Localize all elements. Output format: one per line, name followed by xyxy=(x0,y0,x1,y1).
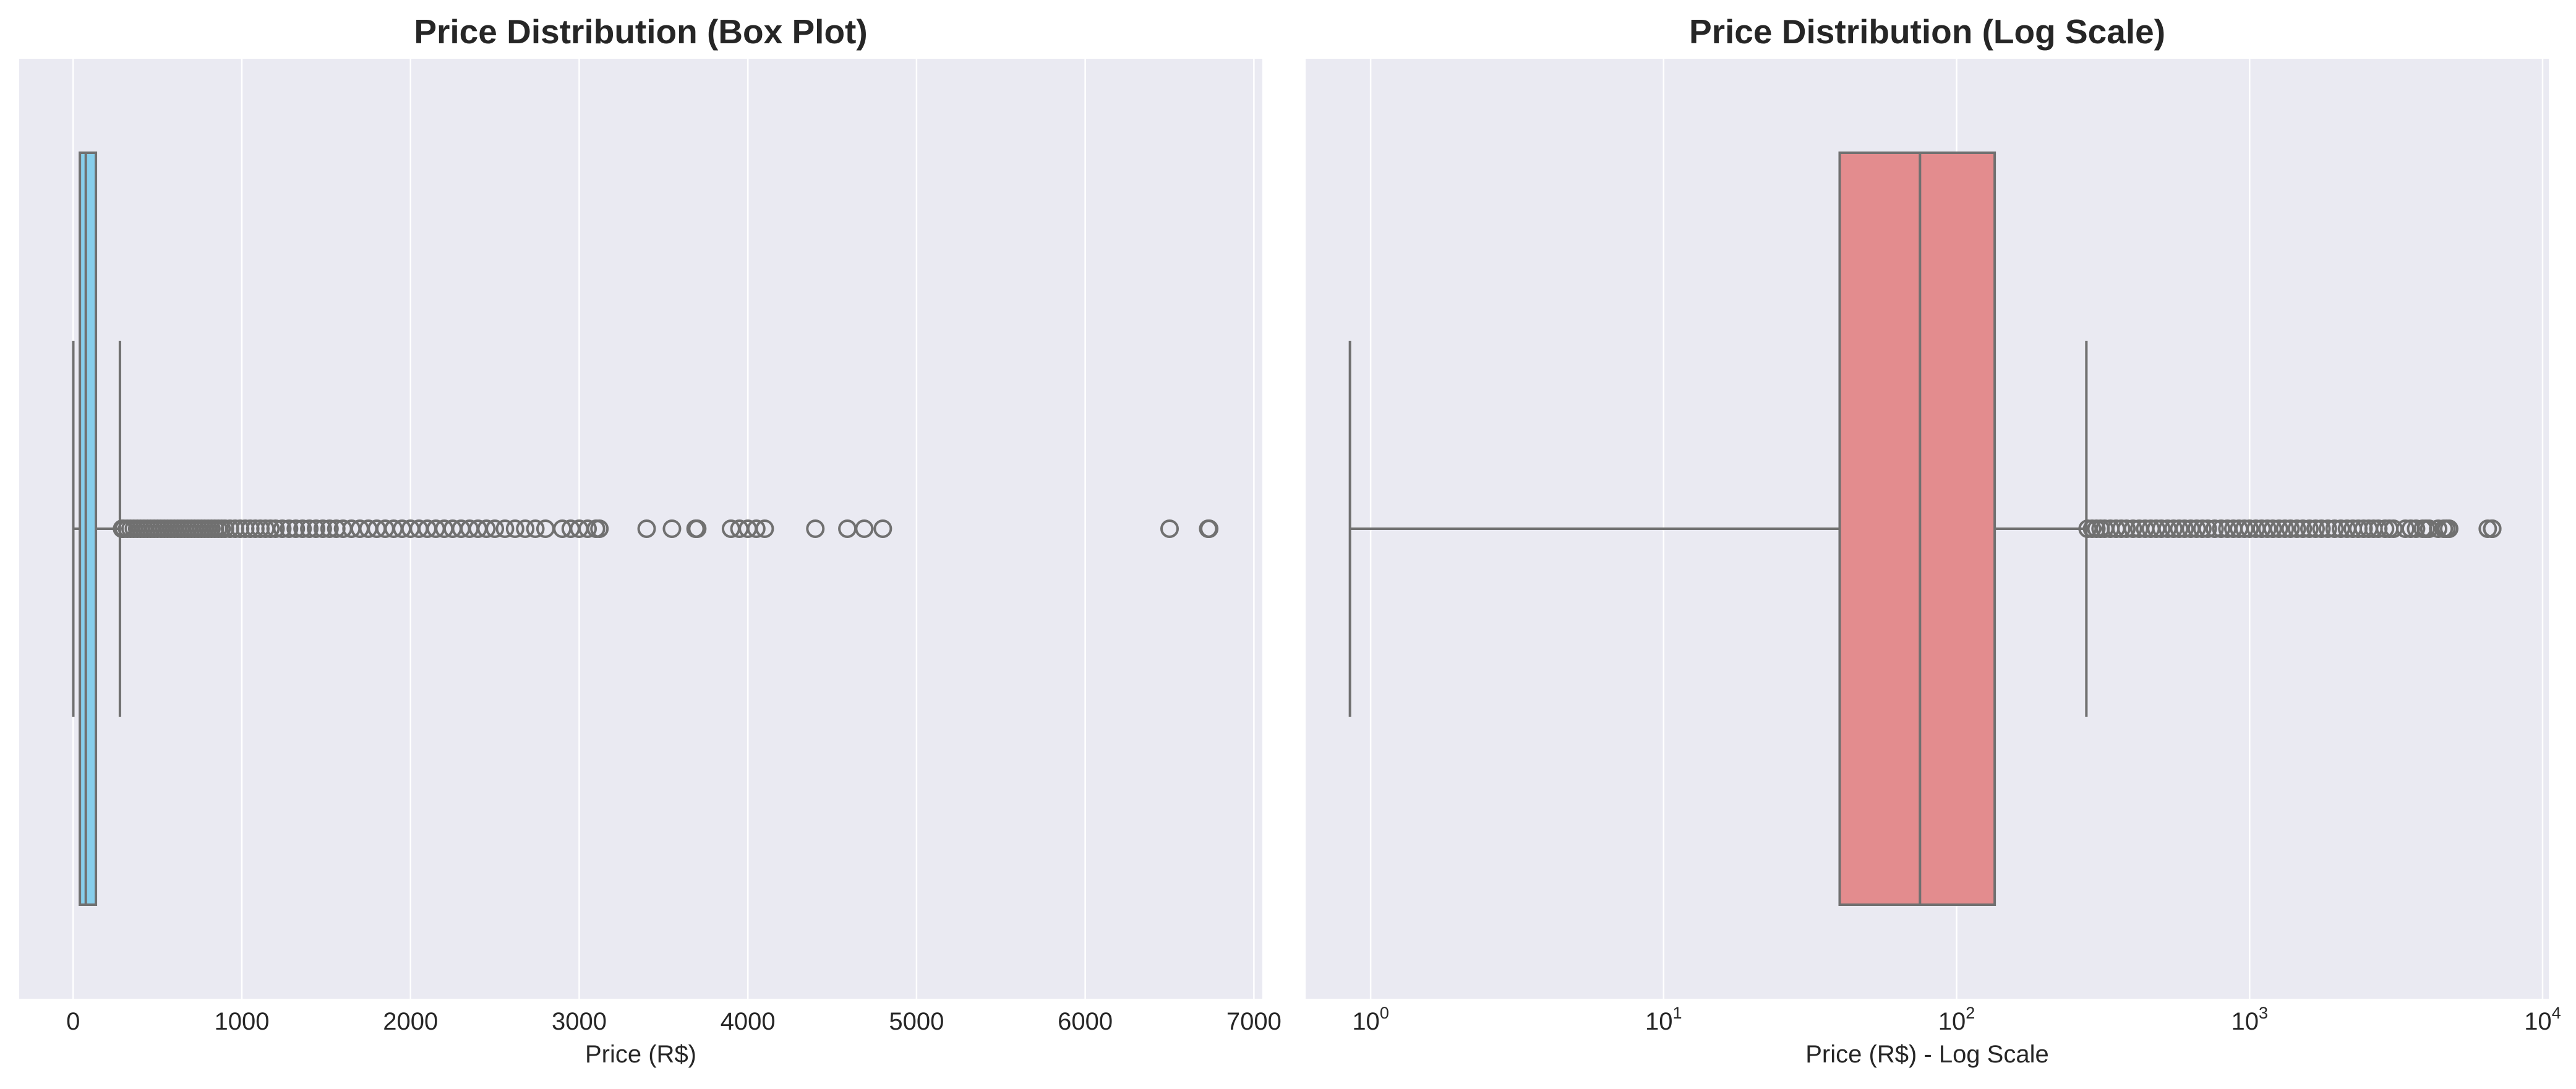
outlier-point xyxy=(280,519,299,538)
outlier-point xyxy=(2187,519,2206,538)
outlier-point xyxy=(486,519,505,538)
outlier-point xyxy=(261,519,280,538)
x-tick-label: 2000 xyxy=(383,1008,438,1035)
x-tick-labels: 0 1000 2000 3000 4000 5000 6000 7000 xyxy=(66,1008,1282,1035)
outlier-point xyxy=(637,519,656,538)
outlier-point xyxy=(2306,519,2325,538)
outlier-point xyxy=(2205,519,2224,538)
x-axis-label: Price (R$) xyxy=(585,1041,696,1068)
outlier-point xyxy=(307,519,325,538)
box-plot-marks xyxy=(72,152,1219,906)
outlier-point xyxy=(516,519,535,538)
outlier-point xyxy=(2483,519,2502,538)
x-tick-label: 7000 xyxy=(1226,1008,1282,1035)
x-tick-label: 5000 xyxy=(889,1008,944,1035)
x-tick-label: 3000 xyxy=(552,1008,607,1035)
outlier-point xyxy=(2312,519,2331,538)
outlier-point xyxy=(286,519,306,538)
outlier-point xyxy=(1200,519,1219,538)
x-tick-label: 1000 xyxy=(215,1008,270,1035)
outlier-point xyxy=(755,519,774,538)
outlier-point xyxy=(2240,519,2259,538)
outlier-point xyxy=(2420,519,2439,538)
x-tick-label: 0 xyxy=(66,1008,80,1035)
outlier-point xyxy=(2318,519,2337,538)
outlier-point xyxy=(2123,519,2142,538)
outlier-point xyxy=(2198,519,2217,538)
outlier-point xyxy=(2235,519,2254,538)
outlier-point xyxy=(2407,519,2426,538)
outlier-point xyxy=(662,519,682,538)
outlier-point xyxy=(2112,519,2131,538)
x-axis-label: Price (R$) - Log Scale xyxy=(1805,1041,2048,1068)
outlier-point xyxy=(2439,519,2458,538)
outlier-point xyxy=(2331,519,2350,538)
outlier-point xyxy=(578,519,597,538)
x-tick-labels: 100 101 102 103 104 xyxy=(1352,1004,2561,1035)
outlier-point xyxy=(2300,519,2319,538)
outlier-point xyxy=(1160,519,1179,538)
outlier-point xyxy=(2175,519,2194,538)
outlier-point xyxy=(2325,519,2344,538)
outlier-point xyxy=(300,519,319,538)
outlier-point xyxy=(2429,519,2448,538)
outlier-point xyxy=(526,519,545,538)
outlier-point xyxy=(2281,519,2300,538)
outlier-point xyxy=(2147,519,2166,538)
outlier-point xyxy=(2293,519,2313,538)
outlier-point xyxy=(590,519,609,538)
outlier-point xyxy=(688,519,707,538)
chart-title: Price Distribution (Log Scale) xyxy=(1689,12,2165,51)
box-plot-panel-linear: 0 1000 2000 3000 4000 5000 6000 7000 Price Dist… xyxy=(19,12,1282,1068)
box-plot-panel-log: 100 101 102 103 104 Price Distribution (Log … xyxy=(1306,12,2561,1068)
outlier-point xyxy=(2287,519,2306,538)
outlier-point xyxy=(2193,519,2212,538)
outlier-point xyxy=(855,519,874,538)
iqr-box xyxy=(79,152,98,906)
outlier-point xyxy=(2354,519,2373,538)
box-plot-marks xyxy=(1348,152,2502,906)
outlier-point xyxy=(320,519,339,538)
outlier-point xyxy=(806,519,825,538)
outlier-point xyxy=(495,519,515,538)
chart-title: Price Distribution (Box Plot) xyxy=(414,12,867,51)
outlier-point xyxy=(2212,519,2231,538)
outlier-point xyxy=(2396,519,2415,538)
outlier-point xyxy=(2269,519,2288,538)
x-tick-label: 101 xyxy=(1645,1004,1682,1035)
outlier-point xyxy=(2152,519,2171,538)
outlier-point xyxy=(747,519,766,538)
iqr-box xyxy=(1838,152,1996,906)
outlier-point xyxy=(2263,519,2282,538)
x-tick-label: 100 xyxy=(1352,1004,1389,1035)
x-tick-label: 4000 xyxy=(721,1008,776,1035)
outlier-point xyxy=(2170,519,2189,538)
outlier-point xyxy=(2117,519,2136,538)
x-tick-label: 104 xyxy=(2524,1004,2561,1035)
outlier-point xyxy=(266,519,285,538)
outlier-point xyxy=(873,519,892,538)
x-tick-label: 102 xyxy=(1938,1004,1975,1035)
x-tick-label: 6000 xyxy=(1058,1008,1113,1035)
outlier-point xyxy=(313,519,332,538)
x-tick-label: 103 xyxy=(2231,1004,2268,1035)
outlier-point xyxy=(2275,519,2295,538)
outlier-point xyxy=(293,519,312,538)
outlier-point xyxy=(2257,519,2277,538)
outlier-point xyxy=(505,519,524,538)
outlier-point xyxy=(273,519,292,538)
outlier-point xyxy=(477,519,496,538)
